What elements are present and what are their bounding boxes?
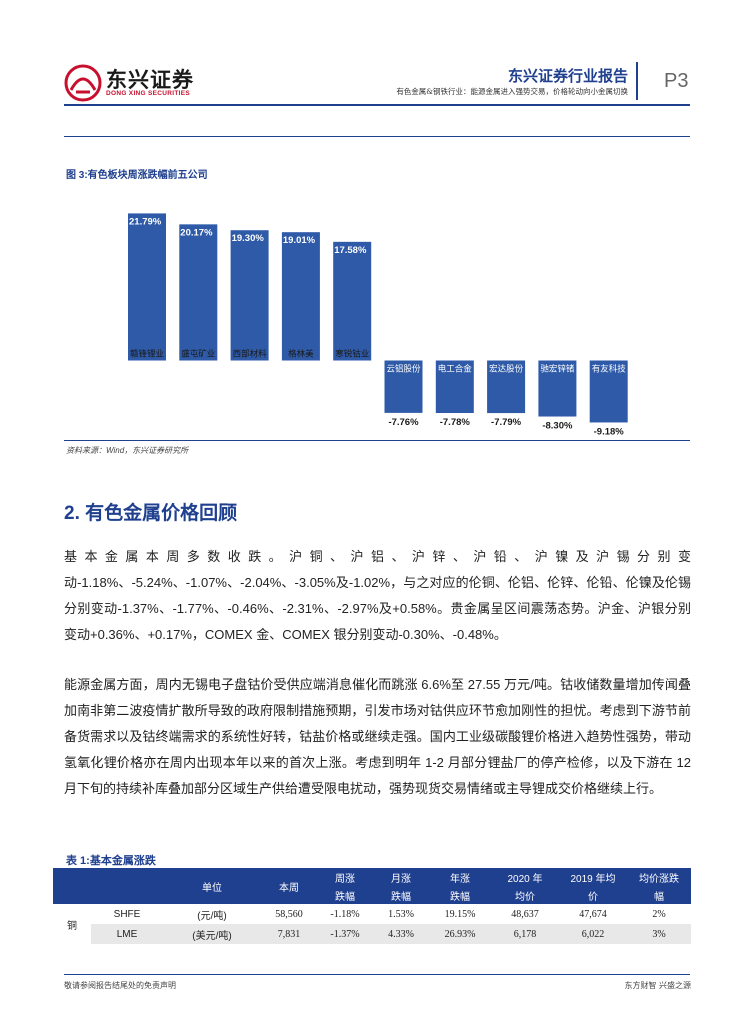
chart-bar — [128, 213, 166, 361]
report-type-title: 东兴证券行业报告 — [507, 68, 628, 85]
cell-year-chg: 19.15% — [444, 908, 476, 920]
chart-category-label: 有友科技 — [592, 364, 627, 375]
chart-category-label: 寒锐钴业 — [335, 349, 369, 360]
cell-week: 7,831 — [261, 924, 317, 944]
chart-bar — [487, 360, 526, 414]
header-month-chg: 月涨 — [373, 868, 429, 886]
chart-bar — [538, 360, 577, 417]
table-row: 铜 SHFE (元/吨) 58,560 -1.18% 1.53% 19.15% … — [53, 904, 691, 944]
header-month-chg-2: 跌幅 — [373, 886, 429, 904]
company-logo: 东兴证券 DONG XING SECURITIES — [64, 62, 194, 104]
figure-title: 图 3:有色板块周涨跌幅前五公司 — [66, 170, 208, 181]
cell-week: 58,560 — [275, 908, 303, 920]
chart-bar — [179, 224, 218, 361]
header-week-chg: 周涨 — [317, 868, 373, 886]
footer-disclaimer: 敬请参阅报告结尾处的免责声明 — [64, 981, 176, 990]
chart-category-label: 宏达股份 — [489, 364, 524, 375]
cell-exchange: SHFE — [113, 908, 141, 920]
report-subtitle: 有色金属&钢铁行业：能源金属进入强势交易，价格轮动向小金属切换 — [396, 87, 628, 96]
header-avg2020-2: 均价 — [491, 886, 559, 904]
header-avg2020: 2020 年 — [491, 868, 559, 886]
header-week-chg-2: 跌幅 — [317, 886, 373, 904]
chart-category-label: 赣锋锂业 — [130, 349, 164, 360]
chart-value-label: 21.79% — [129, 216, 162, 227]
cell-avg-chg: 3% — [627, 924, 691, 944]
chart-bar — [281, 232, 320, 361]
cell-week-chg: -1.37% — [317, 924, 373, 944]
header-avg-chg-2: 幅 — [627, 886, 691, 904]
chart-category-label: 电工合金 — [438, 364, 473, 375]
metal-label: 铜 — [53, 904, 91, 944]
table-header-row-1: 单位 本周 周涨 月涨 年涨 2020 年 2019 年均 均价涨跌 — [53, 868, 691, 904]
paragraph-energy-metals: 能源金属方面，周内无锡电子盘钴价受供应端消息催化而跳涨 6.6%至 27.55 … — [64, 677, 691, 796]
table-header-row-2: 跌幅 跌幅 跌幅 均价 价 幅 — [53, 886, 691, 904]
cell-avg2020: 48,637 — [511, 908, 539, 920]
cell-month-chg: 1.53% — [388, 908, 414, 920]
header-rule-top — [64, 104, 690, 106]
chart-bar — [230, 230, 269, 361]
chart-bar — [333, 241, 372, 361]
chart-value-label: 19.01% — [283, 235, 316, 246]
cell-avg2019: 47,674 — [579, 908, 607, 920]
metals-price-table: 单位 本周 周涨 月涨 年涨 2020 年 2019 年均 均价涨跌 跌幅 跌幅… — [53, 868, 691, 944]
header-avg-chg: 均价涨跌 — [627, 868, 691, 886]
section-heading: 2. 有色金属价格回顾 — [64, 503, 238, 524]
header-rule-bottom — [64, 136, 690, 137]
cell-month-chg: 4.33% — [373, 924, 429, 944]
chart-value-label: -7.79% — [491, 417, 522, 428]
figure-bottom-rule — [64, 440, 690, 441]
header-year-chg-2: 跌幅 — [429, 886, 491, 904]
chart-value-label: 19.30% — [232, 233, 265, 244]
chart-bar — [589, 360, 628, 423]
header-unit: 单位 — [163, 868, 261, 904]
chart-value-label: 17.58% — [334, 245, 367, 256]
cell-year-chg: 26.93% — [429, 924, 491, 944]
chart-bar — [384, 360, 423, 413]
cell-exchange: LME — [91, 924, 163, 944]
cell-avg-chg: 2% — [652, 908, 666, 920]
footer-slogan: 东方财智 兴盛之源 — [624, 981, 691, 990]
chart-value-label: -7.76% — [388, 417, 419, 428]
chart-category-label: 西部材料 — [233, 349, 268, 360]
chart-bar — [435, 360, 474, 414]
chart-value-label: -9.18% — [594, 426, 625, 437]
chart-value-label: -7.78% — [440, 417, 471, 428]
chart-category-label: 云铝股份 — [386, 364, 421, 375]
logo-emblem-icon — [64, 64, 102, 102]
chart-category-label: 盛屯矿业 — [181, 349, 215, 360]
header-avg2019-2: 价 — [559, 886, 627, 904]
table-title: 表 1:基本金属涨跌 — [66, 855, 156, 867]
cell-avg2020: 6,178 — [491, 924, 559, 944]
table-row: LME (美元/吨) 7,831 -1.37% 4.33% 26.93% 6,1… — [53, 924, 691, 944]
page-number: P3 — [664, 70, 689, 92]
footer-rule — [64, 974, 690, 975]
logo-chinese-name: 东兴证券 — [106, 69, 194, 92]
header-year-chg: 年涨 — [429, 868, 491, 886]
logo-english-name: DONG XING SECURITIES — [106, 90, 191, 97]
paragraph-base-metals: 基本金属本周多数收跌。沪铜、沪铝、沪锌、沪铅、沪镍及沪锡分别变动-1.18%、-… — [64, 549, 691, 642]
cell-unit: (元/吨) — [197, 910, 227, 922]
chart-value-label: -8.30% — [542, 421, 573, 432]
chart-category-label: 驰宏锌锗 — [540, 364, 575, 375]
cell-week-chg: -1.18% — [330, 908, 360, 920]
figure-source: 资料来源：Wind，东兴证券研究所 — [66, 446, 189, 455]
header-avg2019: 2019 年均 — [559, 868, 627, 886]
header-divider — [636, 62, 638, 100]
chart-category-label: 格林美 — [288, 349, 314, 360]
cell-unit: (美元/吨) — [163, 924, 261, 944]
bar-chart: 21.79% 赣锋锂业 20.17% 盛屯矿业 19.30% 西部材料 19.01% 格林美 1… — [128, 213, 628, 437]
chart-value-label: 20.17% — [180, 227, 213, 238]
header-week: 本周 — [261, 868, 317, 904]
cell-avg2019: 6,022 — [559, 924, 627, 944]
